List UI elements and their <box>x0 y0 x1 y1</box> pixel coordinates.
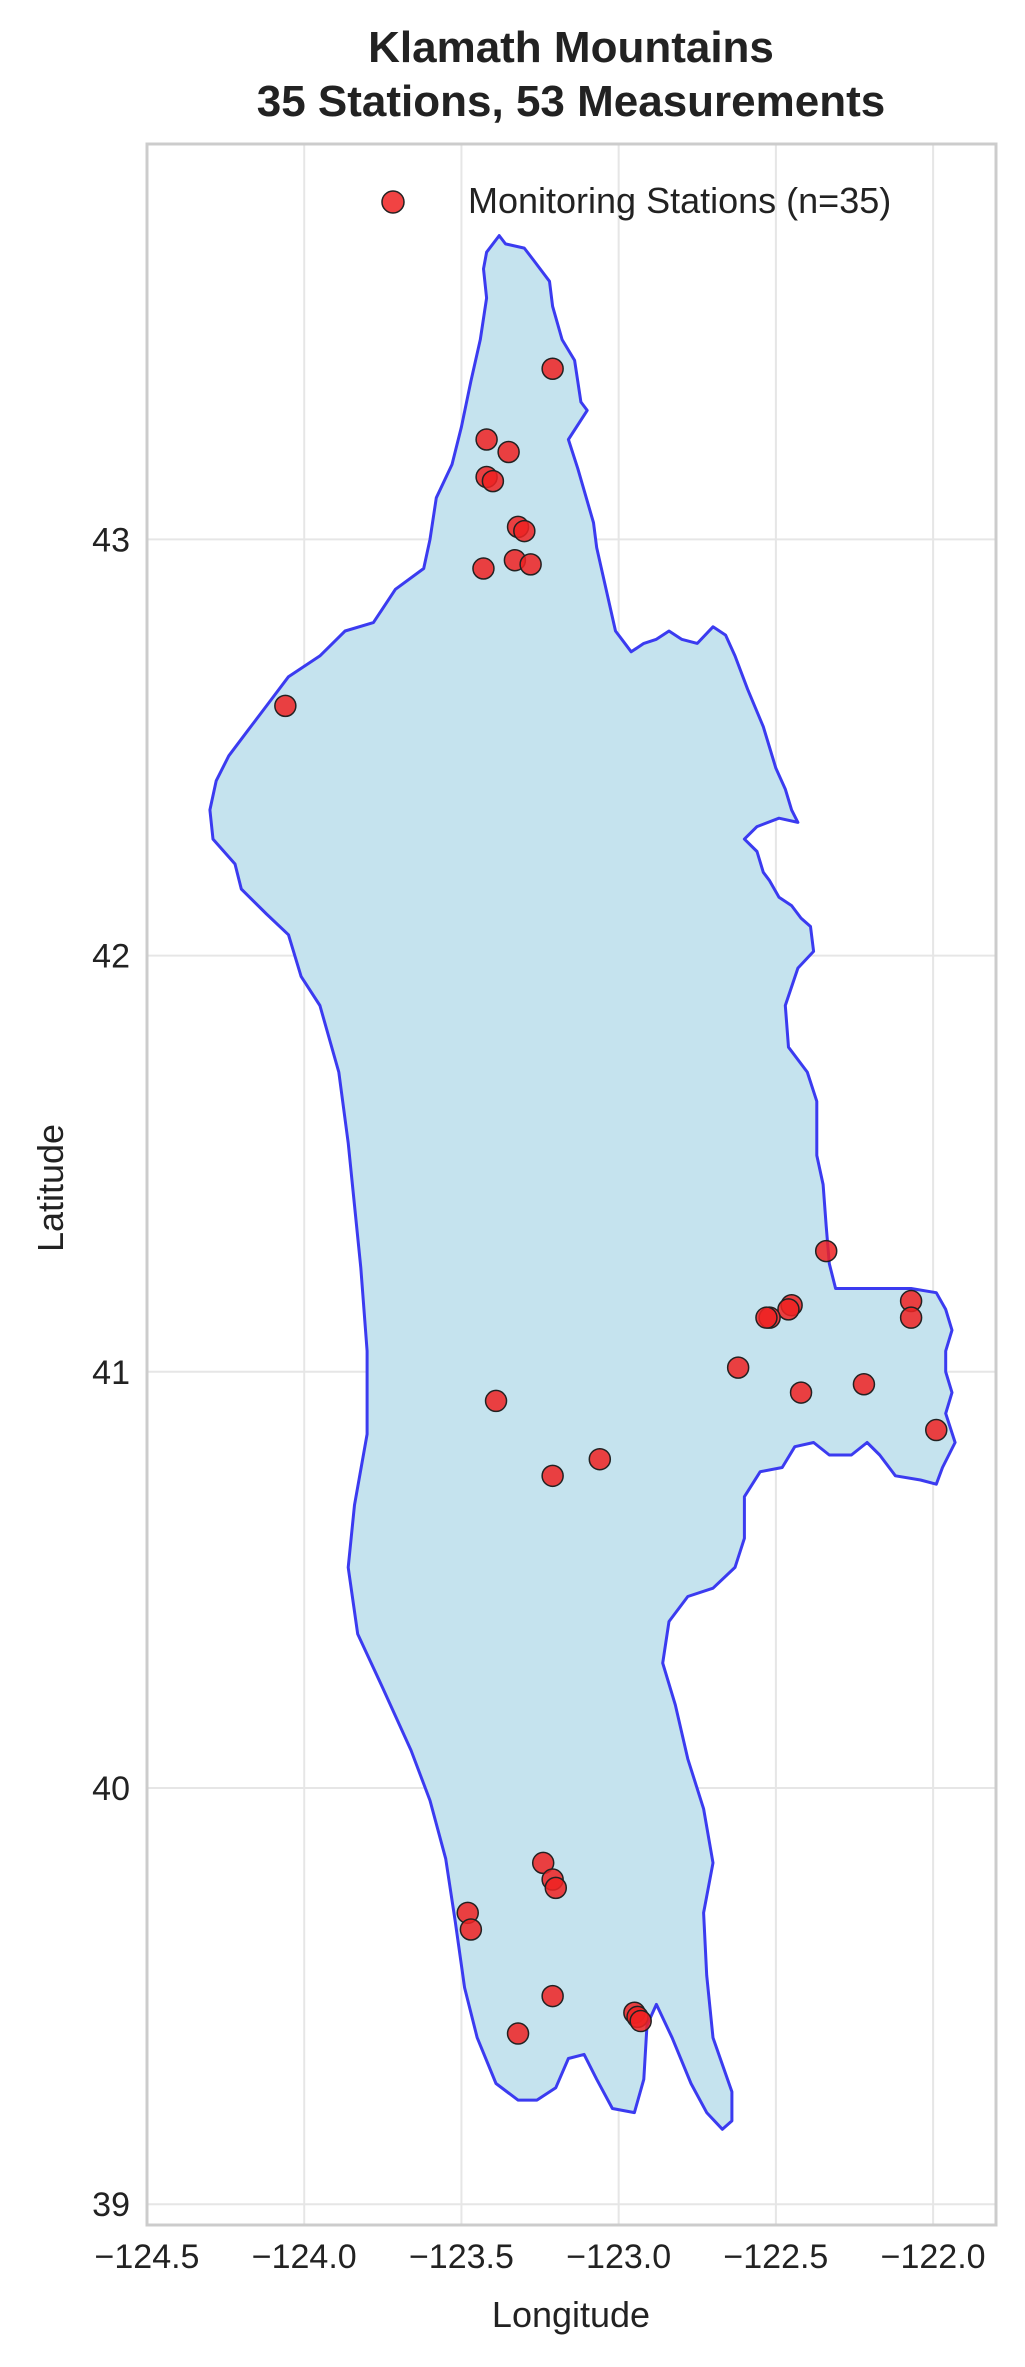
station-point-11 <box>814 1239 838 1263</box>
y-tick-label: 39 <box>92 2186 130 2224</box>
chart-title-line-2: 35 Stations, 53 Measurements <box>257 77 885 126</box>
legend: Monitoring Stations (n=35) <box>381 180 891 221</box>
legend-marker <box>381 190 405 214</box>
station-point-2 <box>497 440 520 464</box>
y-tick-label: 41 <box>92 1354 130 1392</box>
chart-title-line-1: Klamath Mountains <box>368 23 774 72</box>
station-point-15 <box>777 1298 800 1321</box>
x-tick-label: −122.5 <box>723 2238 828 2276</box>
station-point-27 <box>544 1876 568 1900</box>
station-point-31 <box>506 2022 530 2045</box>
legend-label: Monitoring Stations (n=35) <box>468 180 891 221</box>
station-point-18 <box>726 1356 750 1379</box>
station-point-23 <box>588 1447 612 1471</box>
station-point-34 <box>629 2009 652 2033</box>
x-tick-label: −123.5 <box>409 2238 514 2276</box>
station-point-30 <box>541 1984 564 2008</box>
station-point-1 <box>475 428 498 451</box>
station-point-0 <box>541 357 564 380</box>
x-axis-label: Longitude <box>492 2294 650 2335</box>
y-axis-label: Latitude <box>30 1124 71 1252</box>
x-tick-labels: −124.5 −124.0 −123.5 −123.0 −122.5 −122.0 <box>95 2238 986 2276</box>
station-point-17 <box>755 1306 778 1329</box>
y-tick-label: 42 <box>92 938 130 976</box>
station-point-22 <box>484 1389 508 1413</box>
x-tick-label: −122.0 <box>881 2238 986 2276</box>
station-point-13 <box>899 1306 923 1329</box>
station-point-9 <box>472 557 495 580</box>
station-point-19 <box>852 1373 876 1396</box>
y-tick-label: 43 <box>92 521 130 559</box>
station-points <box>274 357 948 2045</box>
y-tick-labels: 39 40 41 42 43 <box>92 521 130 2224</box>
plot-frame <box>145 142 998 2227</box>
y-tick-label: 40 <box>92 1770 130 1808</box>
station-point-24 <box>541 1464 564 1488</box>
region-outline <box>208 234 957 2131</box>
station-point-29 <box>459 1918 483 1941</box>
station-point-8 <box>519 553 542 576</box>
station-point-21 <box>925 1418 948 1442</box>
station-point-6 <box>513 519 536 543</box>
x-tick-label: −123.0 <box>566 2238 671 2276</box>
x-tick-label: −124.0 <box>252 2238 357 2276</box>
station-point-25 <box>531 1851 555 1875</box>
x-tick-label: −124.5 <box>95 2238 200 2276</box>
region-layer <box>208 234 957 2131</box>
station-point-20 <box>789 1381 813 1404</box>
station-point-10 <box>274 694 297 718</box>
station-point-4 <box>481 469 505 493</box>
